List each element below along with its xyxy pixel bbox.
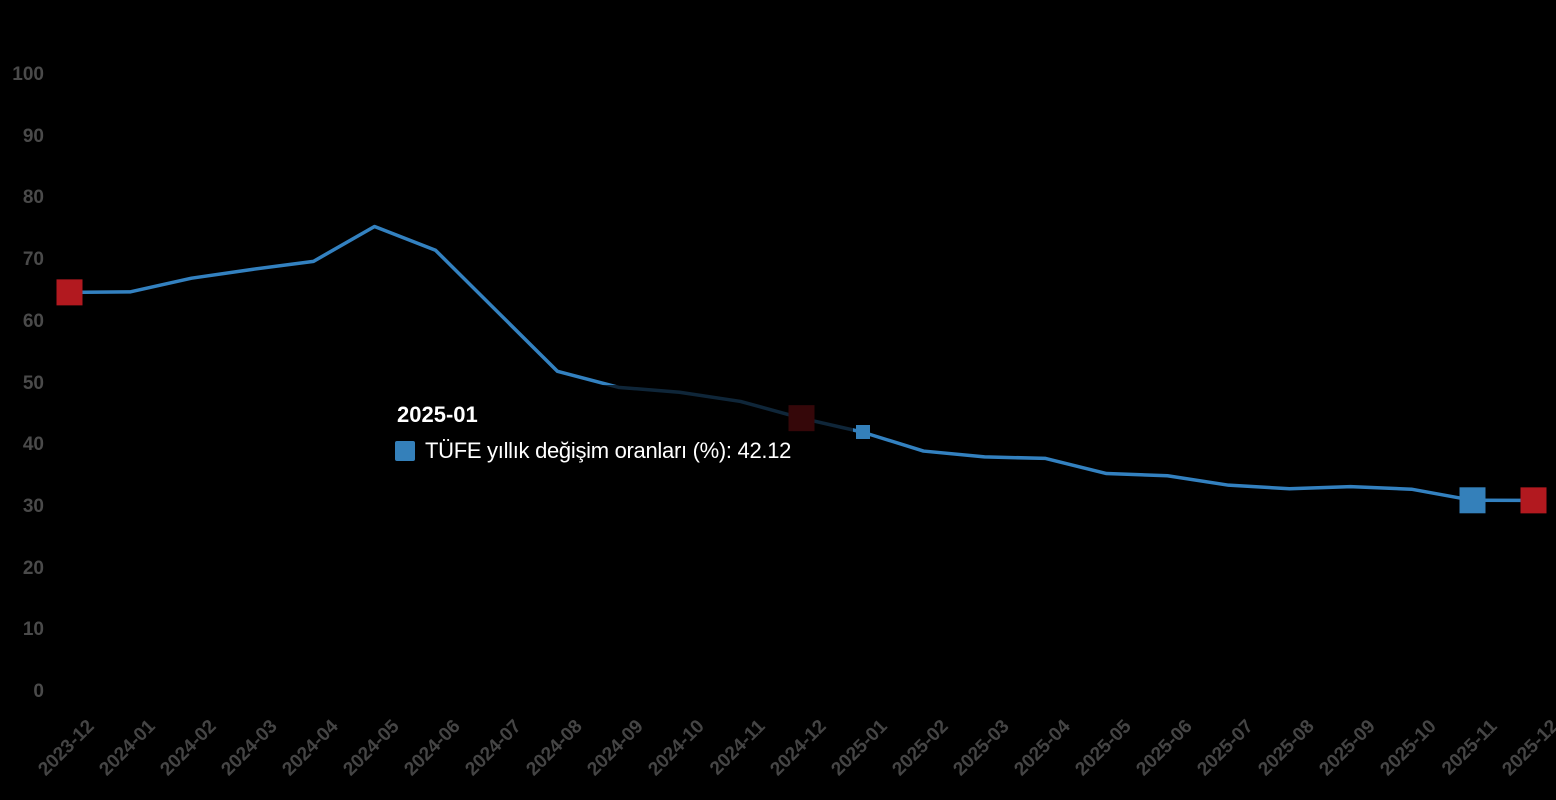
series-color-chip-icon [395,441,415,461]
tooltip-series-value: TÜFE yıllık değişim oranları (%): 42.12 [425,438,792,463]
y-axis-tick-label: 80 [22,187,44,209]
tooltip: 2025-01 TÜFE yıllık değişim oranları (%)… [383,385,853,482]
y-axis-tick-label: 100 [12,64,44,85]
y-axis-tick-label: 50 [22,372,44,394]
y-axis-tick-label: 40 [22,434,44,456]
data-point-marker-2025-12[interactable] [1520,487,1547,514]
data-point-marker-2023-12[interactable] [56,279,83,306]
tooltip-title: 2025-01 [397,402,478,427]
y-axis-tick-label: 0 [33,681,44,702]
data-point-marker-2025-11[interactable] [1459,487,1486,514]
y-axis-tick-label: 90 [22,125,44,147]
tooltip-series-row: TÜFE yıllık değişim oranları (%): 42.12 [395,438,837,464]
y-axis-tick-label: 10 [22,619,44,641]
y-axis-tick-label: 60 [22,310,44,332]
hovered-data-point-marker[interactable] [855,425,870,440]
y-axis-tick-label: 70 [22,249,44,271]
y-axis-tick-label: 30 [22,495,44,517]
y-axis-tick-label: 20 [22,557,44,579]
